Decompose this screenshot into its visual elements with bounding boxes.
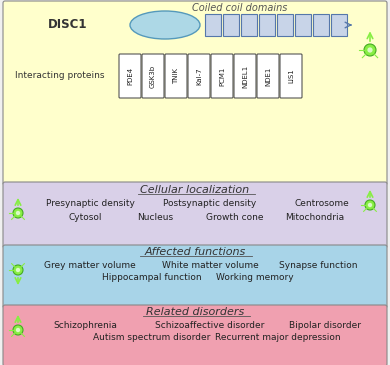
Text: NDE1: NDE1 xyxy=(265,66,271,86)
Text: Postsynaptic density: Postsynaptic density xyxy=(163,200,257,208)
Circle shape xyxy=(16,211,20,215)
FancyBboxPatch shape xyxy=(257,54,279,98)
Text: Mitochondria: Mitochondria xyxy=(285,212,344,222)
Text: Affected functions: Affected functions xyxy=(144,247,246,257)
FancyBboxPatch shape xyxy=(223,14,239,36)
Circle shape xyxy=(368,203,372,207)
Circle shape xyxy=(365,200,375,210)
Text: TNIK: TNIK xyxy=(173,68,179,84)
Text: Working memory: Working memory xyxy=(216,273,294,283)
FancyBboxPatch shape xyxy=(3,305,387,365)
Circle shape xyxy=(13,325,23,335)
Circle shape xyxy=(364,44,376,56)
Text: LIS1: LIS1 xyxy=(288,69,294,83)
Circle shape xyxy=(13,208,23,218)
FancyBboxPatch shape xyxy=(234,54,256,98)
Text: Autism spectrum disorder: Autism spectrum disorder xyxy=(93,334,211,342)
FancyBboxPatch shape xyxy=(259,14,275,36)
Text: Schizophrenia: Schizophrenia xyxy=(53,320,117,330)
Text: White matter volume: White matter volume xyxy=(161,261,258,269)
Text: Centrosome: Centrosome xyxy=(294,200,349,208)
Text: Bipolar disorder: Bipolar disorder xyxy=(289,320,361,330)
FancyBboxPatch shape xyxy=(295,14,311,36)
FancyBboxPatch shape xyxy=(331,14,347,36)
Text: DISC1: DISC1 xyxy=(48,19,88,31)
Circle shape xyxy=(16,268,20,272)
Text: Nucleus: Nucleus xyxy=(137,212,173,222)
Text: Interacting proteins: Interacting proteins xyxy=(15,70,105,80)
Text: Schizoaffective disorder: Schizoaffective disorder xyxy=(155,320,265,330)
FancyBboxPatch shape xyxy=(205,14,221,36)
Text: Recurrent major depression: Recurrent major depression xyxy=(215,334,341,342)
Circle shape xyxy=(367,47,372,53)
FancyBboxPatch shape xyxy=(142,54,164,98)
FancyBboxPatch shape xyxy=(313,14,329,36)
FancyBboxPatch shape xyxy=(280,54,302,98)
Circle shape xyxy=(16,328,20,332)
FancyBboxPatch shape xyxy=(277,14,293,36)
Text: Cellular localization: Cellular localization xyxy=(140,185,250,195)
Text: PCM1: PCM1 xyxy=(219,66,225,86)
Text: Kal-7: Kal-7 xyxy=(196,67,202,85)
FancyBboxPatch shape xyxy=(3,182,387,248)
Text: Grey matter volume: Grey matter volume xyxy=(44,261,136,269)
Circle shape xyxy=(13,265,23,275)
FancyBboxPatch shape xyxy=(119,54,141,98)
Text: Cytosol: Cytosol xyxy=(68,212,102,222)
FancyBboxPatch shape xyxy=(3,1,387,185)
FancyBboxPatch shape xyxy=(165,54,187,98)
Ellipse shape xyxy=(130,11,200,39)
FancyBboxPatch shape xyxy=(3,245,387,308)
FancyBboxPatch shape xyxy=(211,54,233,98)
Text: PDE4: PDE4 xyxy=(127,67,133,85)
Text: Synapse function: Synapse function xyxy=(279,261,357,269)
Text: GSK3b: GSK3b xyxy=(150,65,156,88)
Text: Presynaptic density: Presynaptic density xyxy=(46,200,135,208)
Text: Growth cone: Growth cone xyxy=(206,212,264,222)
Text: Coiled coil domains: Coiled coil domains xyxy=(192,3,288,13)
Text: NDEL1: NDEL1 xyxy=(242,64,248,88)
Text: Related disorders: Related disorders xyxy=(146,307,244,317)
FancyBboxPatch shape xyxy=(188,54,210,98)
FancyBboxPatch shape xyxy=(241,14,257,36)
Text: Hippocampal function: Hippocampal function xyxy=(102,273,202,283)
